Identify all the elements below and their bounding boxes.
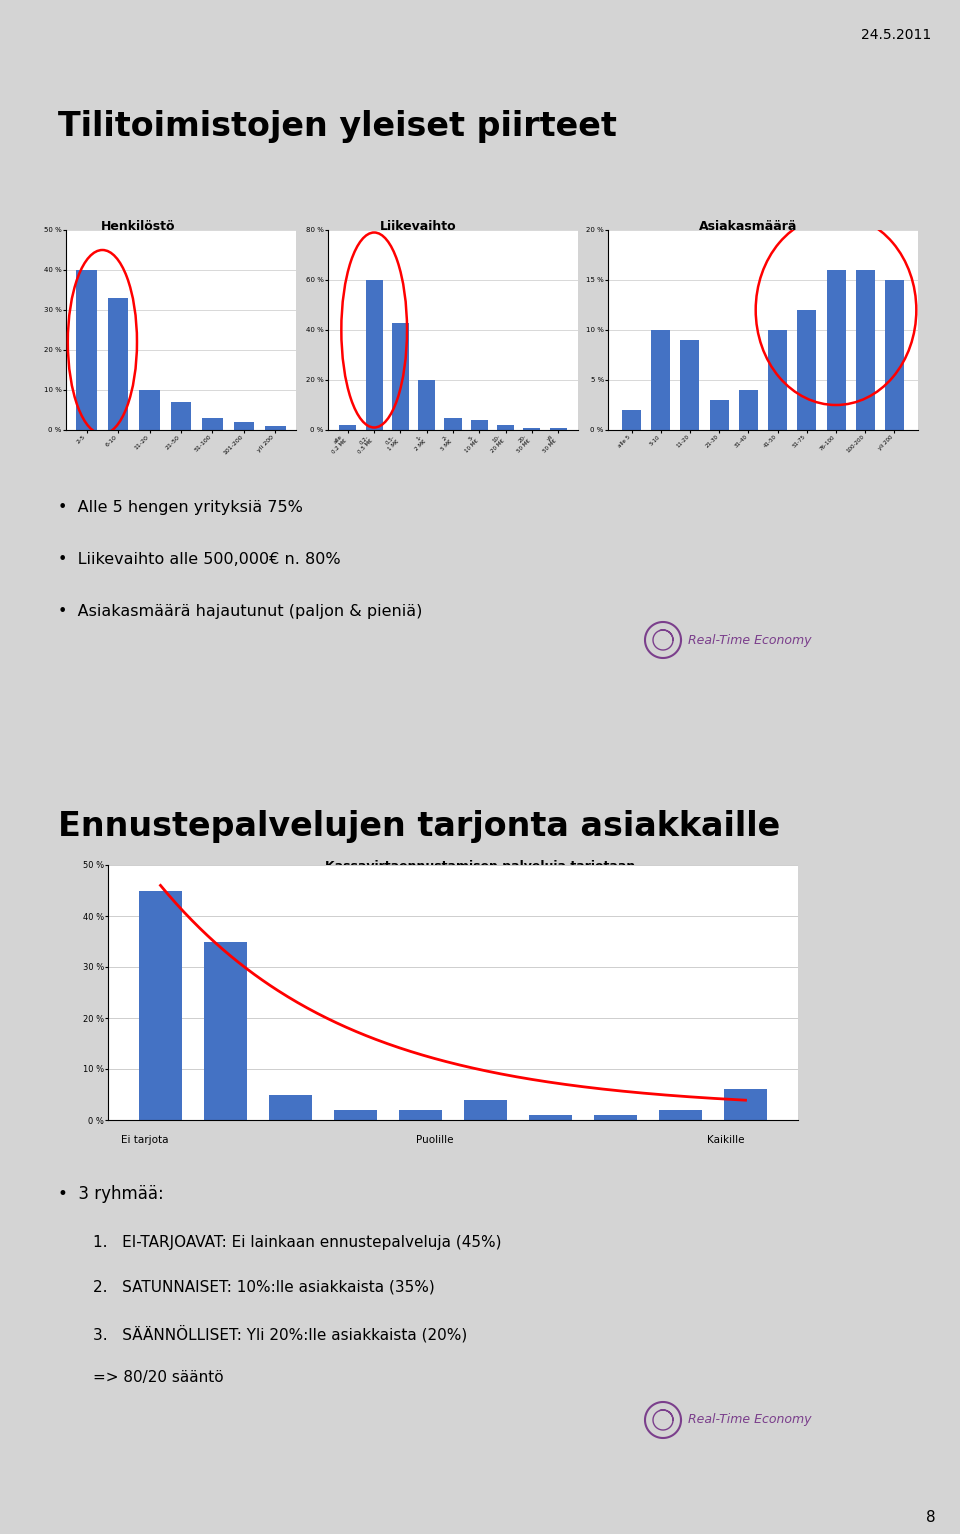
Bar [203, 417, 223, 430]
Bar [622, 410, 641, 430]
Bar [529, 1115, 571, 1120]
Bar [233, 422, 254, 430]
Text: Ei tarjota: Ei tarjota [121, 1135, 168, 1144]
Text: Puolille: Puolille [416, 1135, 453, 1144]
Bar [108, 298, 129, 430]
Text: Henkilöstö: Henkilöstö [101, 219, 176, 233]
Bar [171, 402, 191, 430]
Text: Kassavirtaennustamisen palveluja tarjotaan
asiakkaille: Kassavirtaennustamisen palveluja tarjota… [324, 861, 636, 890]
Bar [549, 428, 566, 430]
Text: Real-Time Economy: Real-Time Economy [688, 1413, 811, 1427]
Bar [77, 270, 97, 430]
Bar [497, 425, 515, 430]
Bar [465, 1100, 507, 1120]
Text: •  Alle 5 hengen yrityksiä 75%: • Alle 5 hengen yrityksiä 75% [58, 500, 302, 515]
Bar [139, 390, 159, 430]
Bar [827, 270, 846, 430]
Bar [594, 1115, 636, 1120]
Bar [366, 281, 383, 430]
Bar [885, 281, 904, 430]
Bar [709, 400, 729, 430]
Text: 3.   SÄÄNNÖLLISET: Yli 20%:lle asiakkaista (20%): 3. SÄÄNNÖLLISET: Yli 20%:lle asiakkaista… [93, 1325, 468, 1342]
Text: 8: 8 [926, 1509, 936, 1525]
Bar [334, 1109, 376, 1120]
Bar [651, 330, 670, 430]
Bar [139, 891, 181, 1120]
Text: •  3 ryhmää:: • 3 ryhmää: [58, 1184, 164, 1203]
Bar [444, 417, 462, 430]
Text: •  Liikevaihto alle 500,000€ n. 80%: • Liikevaihto alle 500,000€ n. 80% [58, 552, 341, 568]
Bar [681, 341, 700, 430]
Text: Ennustepalvelujen tarjonta asiakkaille: Ennustepalvelujen tarjonta asiakkaille [58, 810, 780, 844]
Bar [798, 310, 816, 430]
Text: 2.   SATUNNAISET: 10%:lle asiakkaista (35%): 2. SATUNNAISET: 10%:lle asiakkaista (35%… [93, 1279, 435, 1295]
Text: Asiakasmäärä: Asiakasmäärä [699, 219, 797, 233]
Text: Kaikille: Kaikille [707, 1135, 744, 1144]
Text: Tilitoimistojen yleiset piirteet: Tilitoimistojen yleiset piirteet [58, 110, 617, 143]
Text: Liikevaihto: Liikevaihto [380, 219, 456, 233]
Bar [855, 270, 875, 430]
Bar [660, 1109, 702, 1120]
Bar [739, 390, 757, 430]
Bar [399, 1109, 442, 1120]
Bar [470, 420, 488, 430]
Text: => 80/20 sääntö: => 80/20 sääntö [93, 1370, 224, 1385]
Bar [265, 426, 285, 430]
Text: 24.5.2011: 24.5.2011 [861, 28, 931, 41]
Bar [270, 1094, 312, 1120]
Bar [419, 380, 435, 430]
Bar [523, 428, 540, 430]
Bar [392, 322, 409, 430]
Bar [768, 330, 787, 430]
Text: Real-Time Economy: Real-Time Economy [688, 634, 811, 646]
Bar [725, 1089, 767, 1120]
Bar [204, 942, 247, 1120]
Bar [340, 425, 356, 430]
Text: •  Asiakasmäärä hajautunut (paljon & pieniä): • Asiakasmäärä hajautunut (paljon & pien… [58, 604, 422, 620]
Text: 1.   EI-TARJOAVAT: Ei lainkaan ennustepalveluja (45%): 1. EI-TARJOAVAT: Ei lainkaan ennustepalv… [93, 1235, 501, 1250]
